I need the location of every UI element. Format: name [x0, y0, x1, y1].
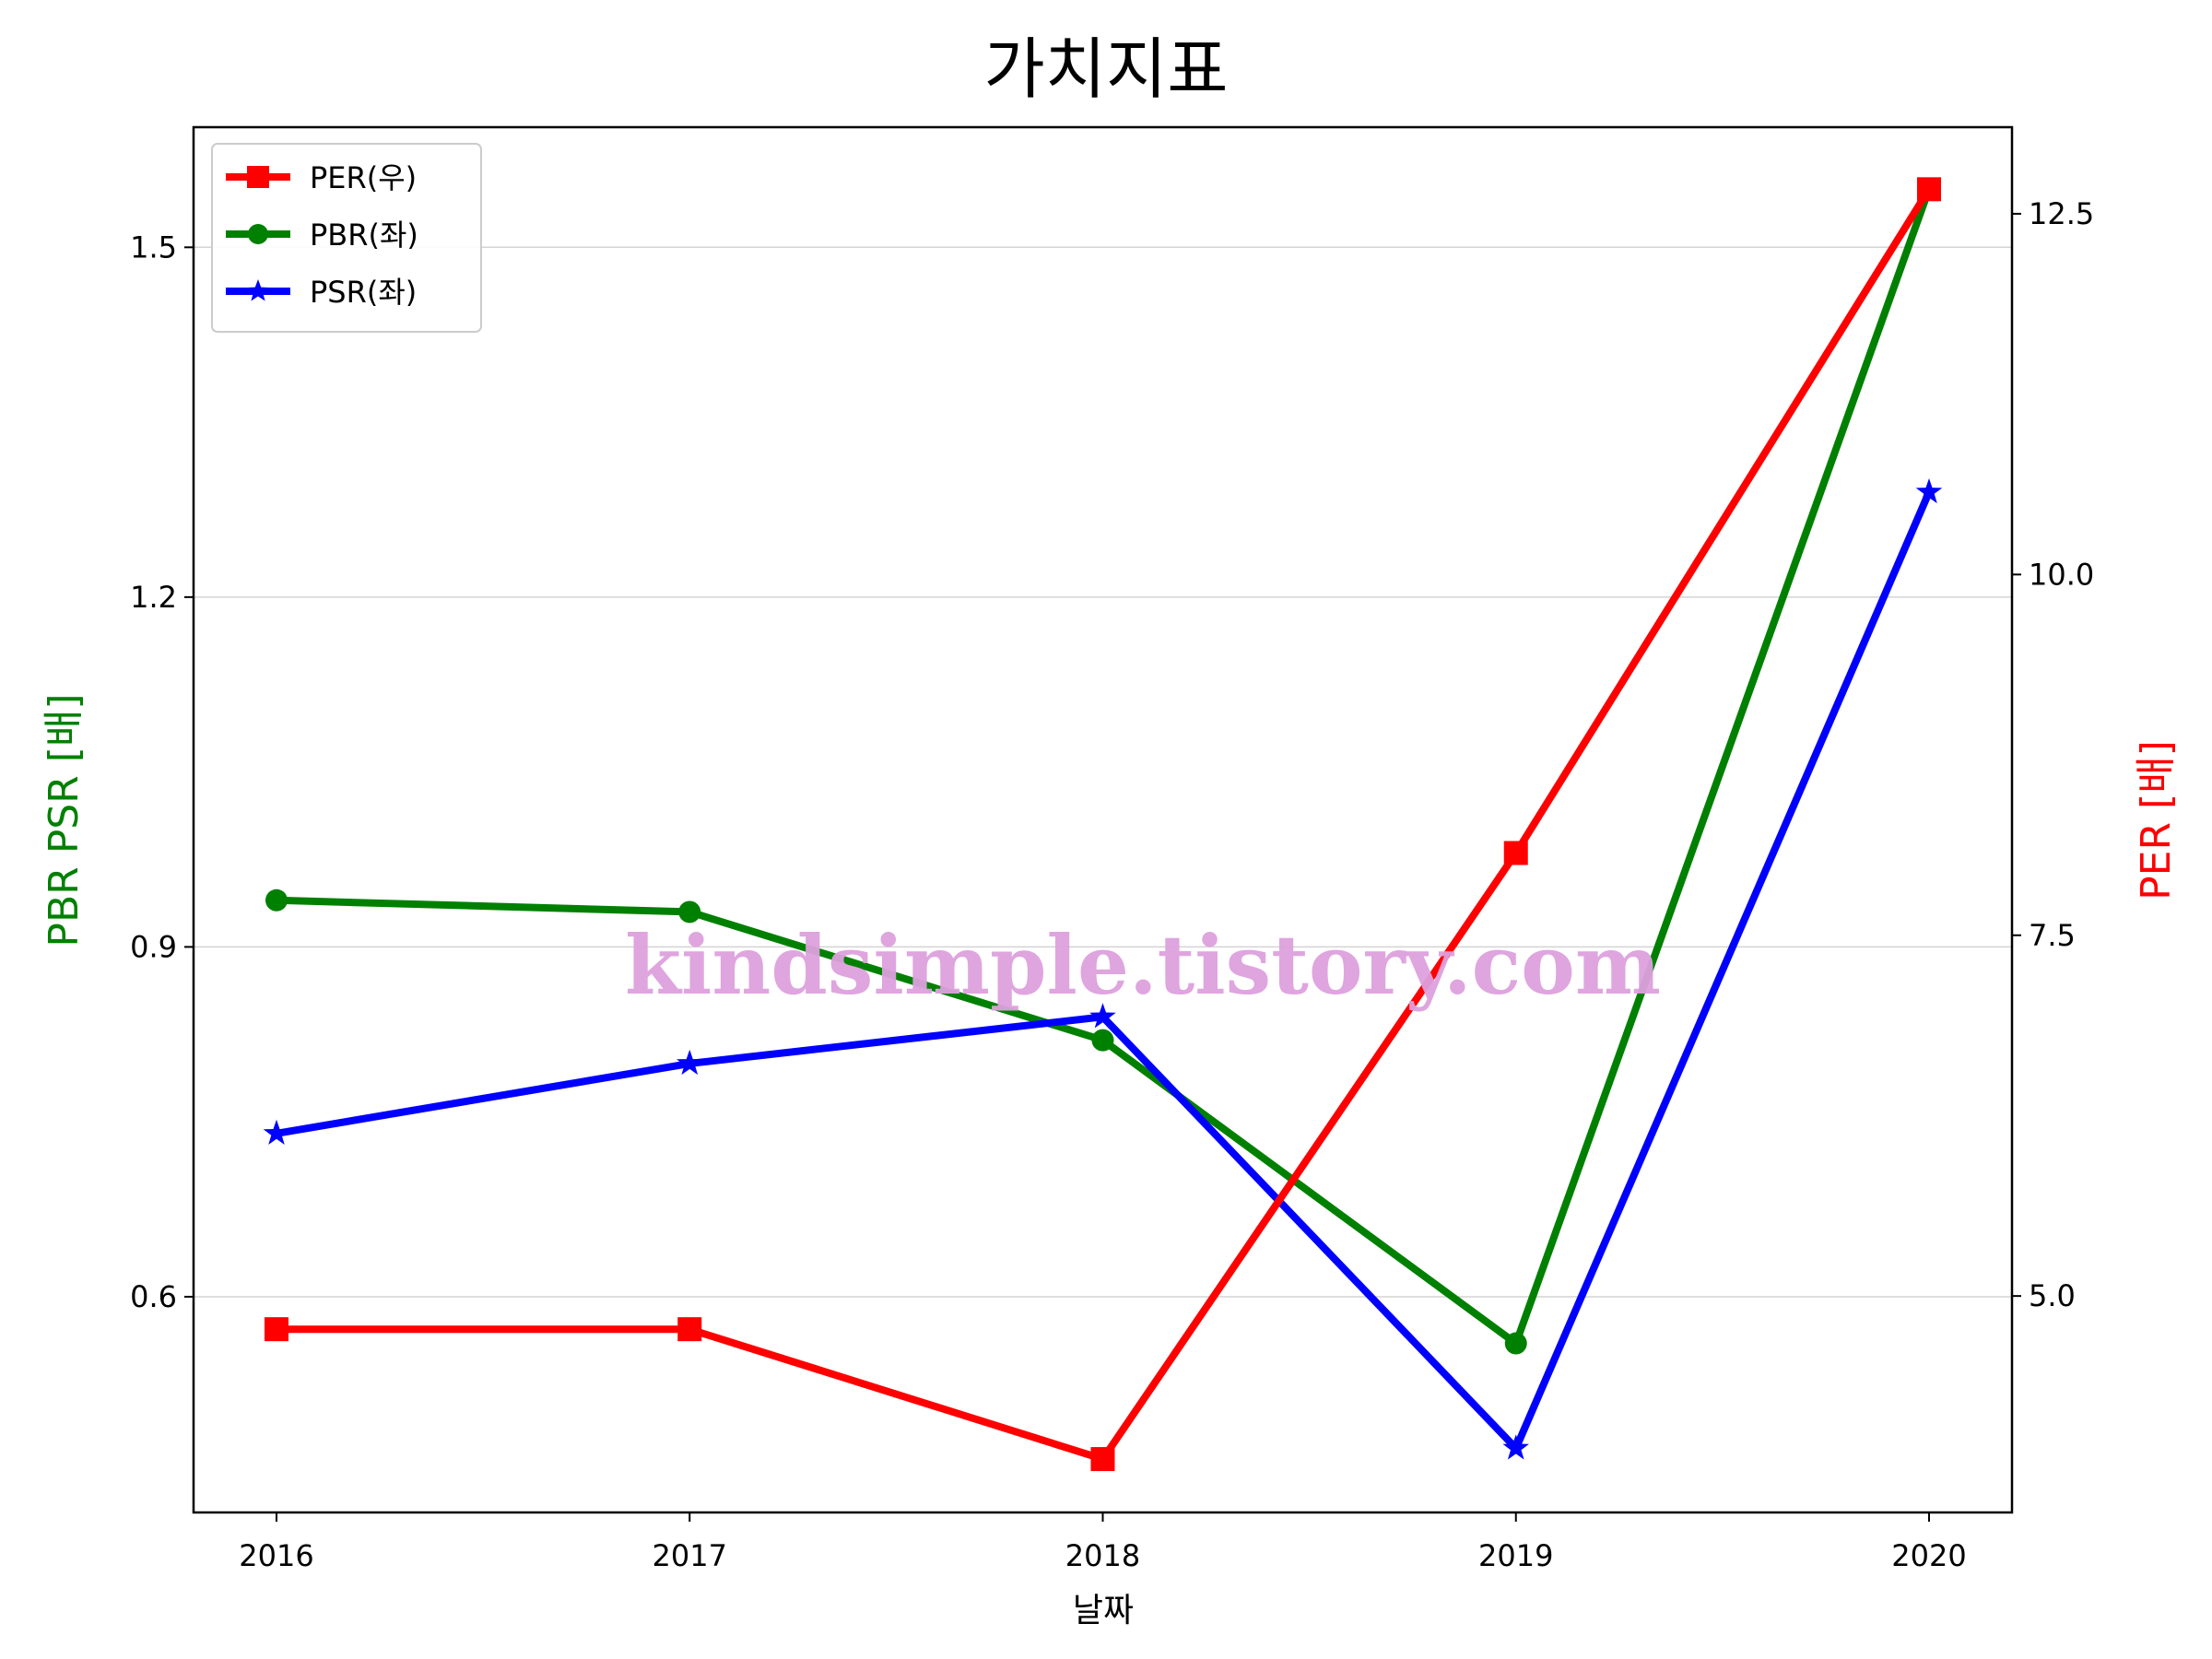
axis-ticks: 0.6 0.9 1.2 1.5 5.0 7.5 10.0 12.5 2016 2017 2018 20…: [130, 196, 2094, 1573]
data-point: [1503, 841, 1528, 865]
y-left-tick-label: 1.2: [130, 580, 177, 615]
legend-label: PBR(좌): [310, 218, 418, 253]
series-layer: [263, 177, 1943, 1472]
grid-lines: [194, 246, 2012, 1298]
data-point: [1504, 1332, 1527, 1355]
x-tick-label: 2018: [1065, 1538, 1140, 1573]
data-point: [1917, 177, 1941, 202]
data-point: [265, 1317, 288, 1342]
data-point: [1090, 1447, 1115, 1472]
legend-item: PBR(좌): [226, 218, 418, 253]
y-right-tick-label: 10.0: [2029, 557, 2094, 592]
data-point: [1089, 1003, 1116, 1029]
series-PSR(좌): [263, 478, 1943, 1460]
x-tick-label: 2020: [1891, 1538, 1966, 1573]
legend-item: PER(우): [226, 160, 417, 195]
y-axis-left-label: PBR PSR [배]: [41, 693, 88, 947]
data-point: [677, 1049, 703, 1076]
legend-marker: [247, 166, 269, 188]
y-axis-right-label: PER [배]: [2133, 740, 2180, 900]
data-point: [678, 900, 701, 924]
legend-label: PSR(좌): [310, 275, 417, 310]
legend-label: PER(우): [310, 160, 417, 195]
data-point: [1915, 478, 1943, 504]
legend: PER(우) PBR(좌) PSR(좌): [211, 143, 482, 333]
x-tick-label: 2016: [239, 1538, 313, 1573]
legend-marker: [248, 224, 268, 244]
x-tick-label: 2017: [653, 1538, 727, 1573]
legend-marker: [246, 279, 270, 301]
watermark: kindsimple.tistory.com: [625, 917, 1661, 1013]
data-point: [677, 1317, 702, 1342]
data-point: [1502, 1434, 1529, 1460]
series-PBR(좌): [265, 178, 1940, 1355]
chart-title: 가치지표: [984, 30, 1229, 108]
data-point: [265, 888, 288, 912]
y-left-tick-label: 1.5: [130, 229, 177, 265]
x-tick-label: 2019: [1478, 1538, 1553, 1573]
x-axis-label: 날짜: [1073, 1592, 1134, 1630]
legend-frame: [211, 143, 482, 333]
y-right-tick-label: 12.5: [2029, 196, 2094, 231]
legend-item: PSR(좌): [226, 275, 417, 310]
y-right-tick-label: 5.0: [2029, 1278, 2076, 1313]
data-point: [1091, 1029, 1114, 1052]
y-left-tick-label: 0.9: [130, 929, 177, 964]
y-left-tick-label: 0.6: [130, 1279, 177, 1314]
data-point: [263, 1119, 290, 1145]
series-PER(우): [265, 177, 1941, 1472]
y-right-tick-label: 7.5: [2029, 918, 2076, 953]
